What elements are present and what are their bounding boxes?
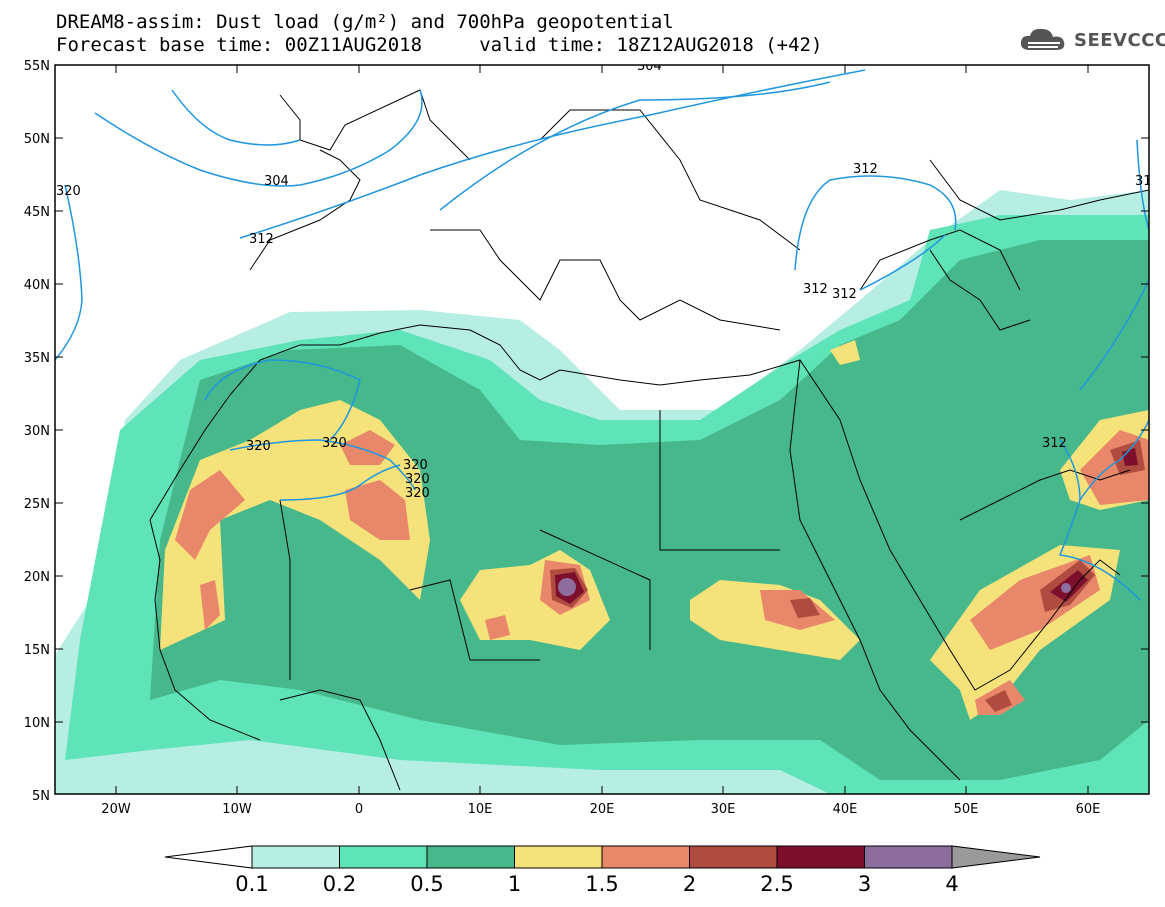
dust-max-oman	[1061, 583, 1071, 593]
colorbar-swatch	[426, 845, 515, 869]
colorbar-label: 4	[945, 872, 959, 896]
colorbar-label: 2.5	[760, 872, 794, 896]
colorbar-label: 1	[507, 872, 522, 896]
dust-load-shading	[55, 190, 1149, 794]
lat-tick-label: 25N	[24, 497, 50, 512]
contour-label: 304	[264, 174, 289, 189]
contour-label: 320	[246, 439, 271, 454]
colorbar-swatch	[339, 845, 428, 869]
lat-tick-label: 45N	[24, 205, 50, 220]
contour-label: 320	[403, 458, 428, 473]
seevccc-logo: SEEVCCC	[1018, 26, 1165, 54]
colorbar-label: 0.2	[322, 872, 357, 896]
lat-tick-label: 55N	[24, 59, 50, 74]
contour-label: 312	[832, 287, 857, 302]
colorbar-label: 1.5	[585, 872, 619, 896]
contour-label-group: 304 304 312 312 312 312 312 320 320 320 …	[56, 59, 1160, 501]
lon-ticks	[115, 65, 1089, 794]
colorbar-swatch	[251, 845, 340, 869]
dust-band-0.5	[150, 240, 1149, 780]
contour-label: 320	[56, 184, 81, 199]
lat-tick-label: 20N	[24, 570, 50, 585]
lat-tick-label: 15N	[24, 643, 50, 658]
lat-ticks	[55, 64, 1149, 723]
colorbar-swatch	[514, 845, 603, 869]
logo-text: SEEVCCC	[1074, 29, 1165, 51]
lat-tick-label: 50N	[24, 132, 50, 147]
colorbar-swatch	[689, 845, 778, 869]
contour-label: 312	[803, 282, 828, 297]
dust-band-1-levant	[830, 340, 860, 365]
cloud-icon	[1020, 28, 1065, 50]
colorbar-label: 2	[682, 872, 697, 896]
lat-tick-label: 5N	[32, 789, 50, 804]
map-title: DREAM8-assim: Dust load (g/m²) and 700hP…	[56, 11, 674, 33]
lon-tick-label: 60E	[1076, 802, 1101, 817]
lon-tick-label: 30E	[711, 802, 736, 817]
contour-label: 312	[853, 162, 878, 177]
contour-label: 304	[637, 59, 662, 74]
lat-tick-label: 10N	[24, 716, 50, 731]
colorbar-label: 3	[857, 872, 872, 896]
colorbar	[164, 845, 1041, 869]
lat-tick-label: 30N	[24, 424, 50, 439]
contour-label: 312	[1135, 174, 1160, 189]
colorbar-swatch	[864, 845, 953, 869]
colorbar-label: 0.5	[410, 872, 444, 896]
lon-tick-label: 20E	[590, 802, 615, 817]
forecast-times: Forecast base time: 00Z11AUG2018 valid t…	[56, 34, 823, 56]
lon-tick-label: 20W	[101, 802, 131, 817]
colorbar-swatch	[776, 845, 865, 869]
dust-max-chad	[558, 578, 576, 596]
lon-tick-label: 40E	[833, 802, 858, 817]
lon-tick-label: 10W	[222, 802, 252, 817]
colorbar-label: 0.1	[235, 872, 269, 896]
geopotential-contours	[55, 69, 1149, 601]
lon-axis: 20W 10W 0 10E 20E 30E 40E 50E 60E	[101, 802, 1100, 817]
colorbar-swatch	[601, 845, 690, 869]
lat-tick-label: 35N	[24, 351, 50, 366]
contour-label: 320	[322, 436, 347, 451]
lon-tick-label: 0	[355, 802, 363, 817]
contour-label: 312	[1042, 436, 1067, 451]
colorbar-high-arrow	[951, 845, 1041, 869]
coastlines	[149, 89, 1149, 791]
contour-label: 312	[249, 232, 274, 247]
contour-label: 320	[405, 472, 430, 487]
lat-axis: 55N 50N 45N 40N 35N 30N 25N 20N 15N 10N …	[24, 59, 50, 804]
lat-tick-label: 40N	[24, 278, 50, 293]
lon-tick-label: 50E	[954, 802, 979, 817]
contour-label: 320	[405, 486, 430, 501]
colorbar-low-arrow	[164, 845, 253, 869]
lon-tick-label: 10E	[468, 802, 493, 817]
